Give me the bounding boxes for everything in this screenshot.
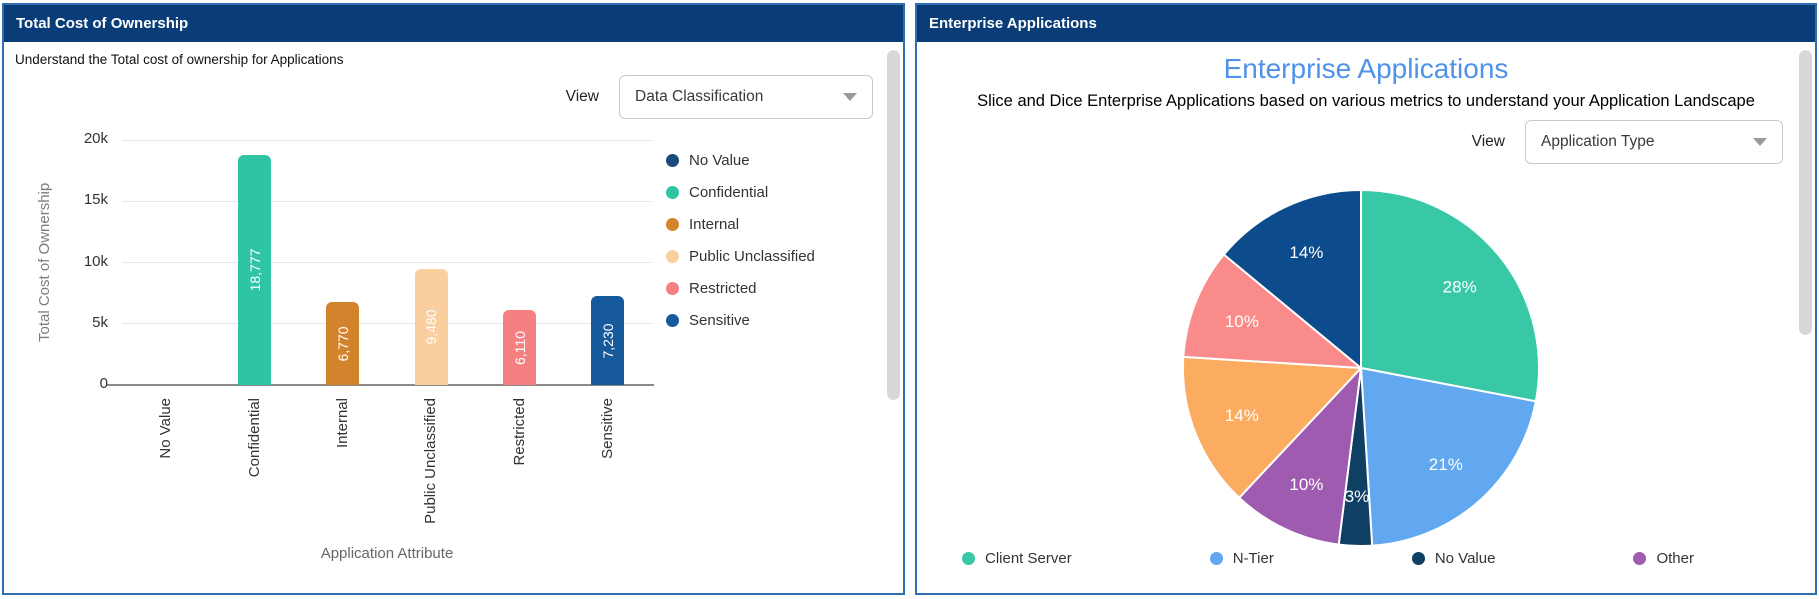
legend-item-no-value[interactable]: No Value [1412,548,1496,569]
legend-item-sensitive[interactable]: Sensitive [666,310,815,331]
legend-dot-icon [666,154,679,167]
pie-chart-legend: Client Server N-Tier No Value Other [962,548,1694,580]
legend-dot-icon [666,250,679,263]
x-axis-title: Application Attribute [122,545,652,562]
y-tick-label: 10k [58,253,108,270]
legend-item-n-tier[interactable]: N-Tier [1210,548,1274,569]
panel-header-right: Enterprise Applications [917,5,1815,42]
legend-dot-icon [1633,552,1646,565]
right-subtitle: Slice and Dice Enterprise Applications b… [917,92,1815,111]
panel-title-left: Total Cost of Ownership [16,15,188,32]
legend-item-label: Client Server [985,550,1072,567]
legend-dot-icon [1210,552,1223,565]
left-view-dropdown[interactable]: Data Classification [619,75,873,119]
left-subtitle: Understand the Total cost of ownership f… [15,52,903,67]
pie-chart: 28% 21% 3% 10% 14% 10% 14% [1161,168,1561,568]
left-view-row: View Data Classification [4,75,873,119]
legend-item-label: Restricted [689,280,757,297]
bar-restricted[interactable]: 6,110 [503,310,536,385]
x-tick-label: Confidential [245,398,265,477]
pie-slice-percent-label: 28% [1443,277,1477,296]
bar-value-label: 6,770 [335,326,351,361]
legend-item-label: N-Tier [1233,550,1274,567]
legend-dot-icon [666,314,679,327]
right-view-label: View [1472,133,1505,151]
x-tick-label: Public Unclassified [421,398,441,524]
panel-header-left: Total Cost of Ownership [4,5,903,42]
bar-value-label: 9,480 [423,309,439,344]
gridline [122,201,652,202]
legend-dot-icon [666,186,679,199]
legend-item-client-server[interactable]: Client Server [962,548,1072,569]
right-view-dropdown-value: Application Type [1541,133,1654,151]
y-tick-label: 5k [58,314,108,331]
panel-enterprise-applications: Enterprise Applications Enterprise Appli… [915,3,1817,595]
right-chart-title: Enterprise Applications [917,53,1815,85]
x-tick-label: Restricted [510,398,530,466]
legend-item-other[interactable]: Other [1633,548,1694,569]
x-axis-line [106,384,654,386]
legend-item-label: No Value [1435,550,1496,567]
right-scrollbar-thumb[interactable] [1799,50,1812,335]
legend-item-public-unclassified[interactable]: Public Unclassified [666,246,815,267]
legend-item-label: Other [1656,550,1694,567]
bar-value-label: 7,230 [600,323,616,358]
legend-item-confidential[interactable]: Confidential [666,182,815,203]
panel-total-cost-of-ownership: Total Cost of Ownership Understand the T… [2,3,905,595]
pie-slice-percent-label: 14% [1225,406,1259,425]
legend-item-internal[interactable]: Internal [666,214,815,235]
left-scrollbar-thumb[interactable] [887,50,900,400]
legend-dot-icon [962,552,975,565]
legend-dot-icon [666,282,679,295]
bar-internal[interactable]: 6,770 [326,302,359,385]
right-view-dropdown[interactable]: Application Type [1525,120,1783,164]
pie-slice-percent-label: 10% [1225,312,1259,331]
left-view-dropdown-value: Data Classification [635,88,763,106]
y-tick-label: 15k [58,191,108,208]
gridline [122,262,652,263]
bar-public-unclassified[interactable]: 9,480 [415,269,448,385]
gridline [122,323,652,324]
y-axis-title: Total Cost of Ownership [36,140,53,384]
legend-item-label: Public Unclassified [689,248,815,265]
right-view-row: View Application Type [917,120,1783,164]
bar-chart-legend: No Value Confidential Internal Public Uncla… [666,150,815,342]
pie-slice-percent-label: 3% [1345,487,1370,506]
gridline [122,140,652,141]
bar-sensitive[interactable]: 7,230 [591,296,624,385]
bar-value-label: 6,110 [512,331,528,365]
y-tick-label: 0 [58,375,108,392]
legend-item-label: Internal [689,216,739,233]
x-tick-label: No Value [156,398,176,459]
chevron-down-icon [1753,138,1767,146]
legend-item-label: Confidential [689,184,768,201]
bar-confidential[interactable]: 18,777 [238,155,271,385]
legend-item-label: No Value [689,152,750,169]
legend-item-no-value[interactable]: No Value [666,150,815,171]
legend-item-label: Sensitive [689,312,750,329]
legend-item-restricted[interactable]: Restricted [666,278,815,299]
chevron-down-icon [843,93,857,101]
pie-slice-percent-label: 10% [1289,475,1323,494]
left-view-label: View [566,88,599,106]
bar-chart: Total Cost of Ownership Application Attr… [122,136,652,591]
x-tick-label: Sensitive [598,398,618,459]
x-tick-label: Internal [333,398,353,448]
panel-title-right: Enterprise Applications [929,15,1097,32]
legend-dot-icon [666,218,679,231]
legend-dot-icon [1412,552,1425,565]
pie-slice-percent-label: 14% [1289,243,1323,262]
pie-slice-percent-label: 21% [1429,455,1463,474]
bar-value-label: 18,777 [247,249,263,292]
y-tick-label: 20k [58,130,108,147]
